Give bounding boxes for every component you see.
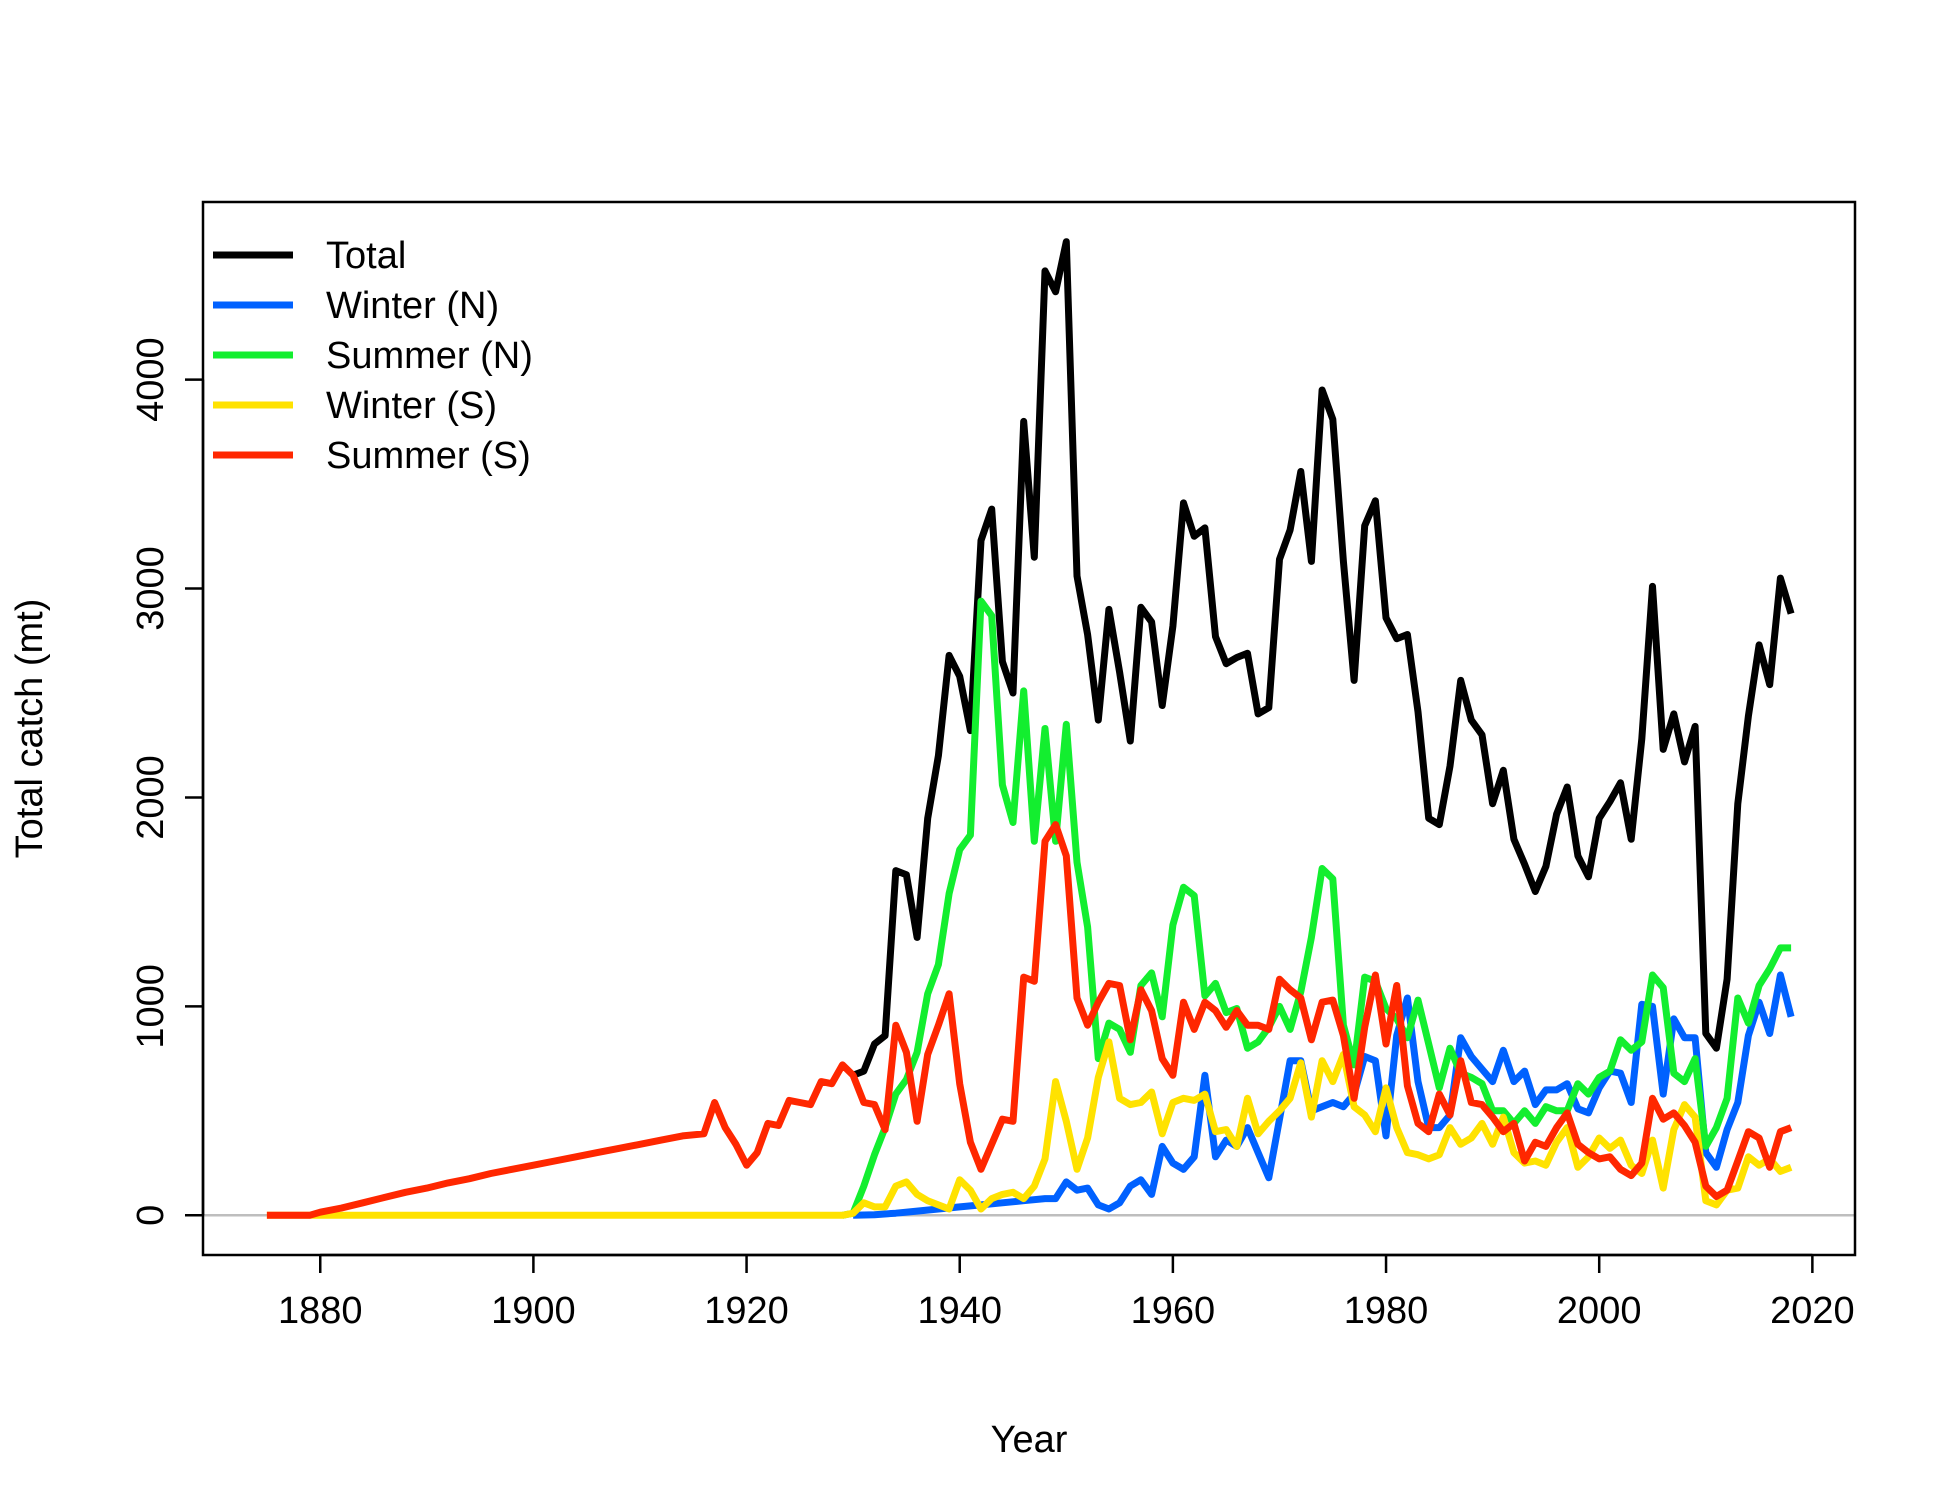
y-tick-label: 3000 bbox=[130, 546, 172, 631]
legend: Total Winter (N) Summer (N) Winter (S) Summe… bbox=[213, 235, 533, 477]
x-tick-label: 1960 bbox=[1131, 1290, 1216, 1332]
y-tick-label: 0 bbox=[130, 1205, 172, 1226]
x-axis-title: Year bbox=[991, 1419, 1068, 1461]
series-line-summer-n bbox=[841, 597, 1792, 1219]
x-tick-label: 1980 bbox=[1344, 1290, 1429, 1332]
y-axis-title: Total catch (mt) bbox=[9, 599, 51, 859]
y-tick-label: 1000 bbox=[130, 964, 172, 1049]
legend-label: Winter (S) bbox=[326, 385, 497, 427]
y-tick-label: 4000 bbox=[130, 337, 172, 422]
legend-label: Total bbox=[326, 235, 406, 277]
x-tick-label: 1900 bbox=[491, 1290, 576, 1332]
series-line-summer-s bbox=[266, 821, 1793, 1219]
x-axis: 1880 1900 1920 1940 1960 1980 2000 2020 bbox=[278, 1253, 1855, 1332]
series-line-winter-s bbox=[266, 1038, 1793, 1219]
x-tick-label: 1940 bbox=[917, 1290, 1002, 1332]
x-tick-label: 2020 bbox=[1770, 1290, 1855, 1332]
y-axis: 0 1000 2000 3000 4000 bbox=[130, 337, 205, 1226]
x-tick-label: 1920 bbox=[704, 1290, 789, 1332]
series-line-total bbox=[851, 238, 1795, 1079]
x-tick-label: 2000 bbox=[1557, 1290, 1642, 1332]
legend-label: Summer (N) bbox=[326, 335, 533, 377]
legend-label: Summer (S) bbox=[326, 435, 531, 477]
legend-label: Winter (N) bbox=[326, 285, 499, 327]
y-tick-label: 2000 bbox=[130, 755, 172, 840]
x-tick-label: 1880 bbox=[278, 1290, 363, 1332]
series-lines bbox=[266, 238, 1795, 1219]
